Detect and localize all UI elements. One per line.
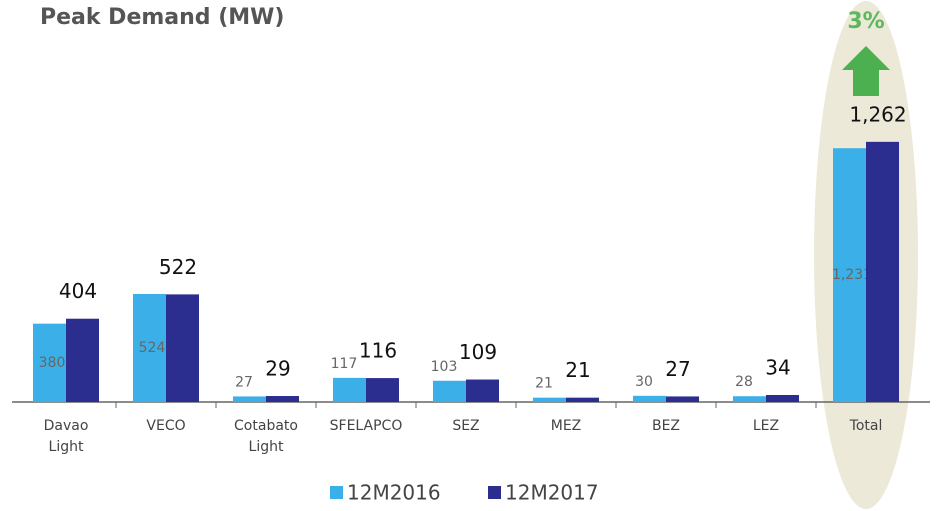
- data-label: 116: [359, 339, 397, 363]
- data-label: 117: [331, 356, 358, 372]
- bar: [33, 323, 66, 402]
- bar: [566, 397, 599, 402]
- data-label: 380: [39, 355, 66, 371]
- data-label: 404: [59, 279, 97, 303]
- data-label: 1,231: [832, 267, 872, 283]
- legend-label: 12M2016: [347, 481, 441, 505]
- data-label: 522: [159, 255, 197, 279]
- bar: [133, 293, 166, 402]
- bar: [466, 379, 499, 402]
- annotation: 3%: [847, 9, 884, 34]
- x-tick-label: SFELAPCO: [329, 418, 403, 434]
- legend-label: 12M2017: [505, 481, 599, 505]
- bar: [733, 396, 766, 402]
- bar: [66, 318, 99, 402]
- data-label: 34: [765, 355, 790, 379]
- legend-swatch: [488, 486, 501, 499]
- data-label: 30: [635, 374, 653, 390]
- bar: [833, 148, 866, 402]
- data-label: 27: [235, 374, 253, 390]
- x-tick-label: VECO: [146, 418, 186, 434]
- data-label: 29: [265, 357, 290, 381]
- x-tick-label: LEZ: [752, 418, 780, 434]
- bar: [866, 141, 899, 402]
- x-tick-label: Davao Light: [43, 418, 89, 455]
- bar: [333, 377, 366, 402]
- x-tick-label: BEZ: [651, 418, 681, 434]
- bar: [533, 397, 566, 402]
- bar: [633, 395, 666, 402]
- data-label: 103: [431, 359, 458, 375]
- data-label: 524: [139, 340, 166, 356]
- bar: [166, 294, 199, 402]
- bar: [366, 378, 399, 402]
- x-tick-label: Total: [849, 418, 883, 434]
- legend-swatch: [330, 486, 343, 499]
- data-label: 1,262: [849, 102, 906, 126]
- data-label: 28: [735, 374, 753, 390]
- data-label: 27: [665, 357, 690, 381]
- up-arrow: [842, 46, 890, 96]
- x-tick-label: SEZ: [452, 418, 480, 434]
- bar: [766, 394, 799, 402]
- data-label: 21: [535, 376, 553, 392]
- data-label: 21: [565, 358, 590, 382]
- x-tick-label: MEZ: [550, 418, 582, 434]
- data-label: 109: [459, 340, 497, 364]
- bar: [233, 396, 266, 402]
- bar: [266, 396, 299, 402]
- x-tick-label: Cotabato Light: [234, 418, 298, 455]
- bar: [666, 396, 699, 402]
- bar: [433, 380, 466, 402]
- chart-title: Peak Demand (MW): [40, 5, 284, 30]
